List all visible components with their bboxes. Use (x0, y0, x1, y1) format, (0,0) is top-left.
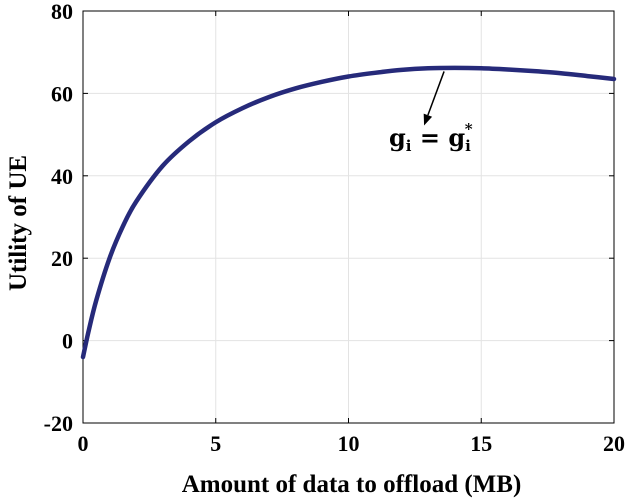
axis-ticks (82, 10, 615, 424)
annotation-arrow (427, 71, 445, 116)
annotation-subscript-2: i (465, 137, 471, 155)
y-axis-title: Utility of UE (5, 155, 32, 291)
annotation: gi = gi* (389, 71, 473, 155)
series-layer (80, 65, 617, 360)
y-tick-labels: -20 0 20 40 60 80 (44, 0, 73, 436)
annotation-main: g (389, 123, 406, 152)
x-tick-label: 15 (470, 431, 492, 456)
y-tick-label: -20 (44, 411, 73, 436)
annotation-superscript: * (465, 120, 473, 138)
x-tick-label: 20 (603, 431, 625, 456)
annotation-label: gi = gi* (389, 120, 473, 155)
y-tick-label: 80 (51, 0, 73, 24)
y-tick-label: 20 (51, 246, 73, 271)
x-tick-label: 10 (338, 431, 360, 456)
y-tick-label: 0 (62, 329, 73, 354)
x-tick-labels: 0 5 10 15 20 (78, 431, 626, 456)
x-tick-label: 5 (210, 431, 221, 456)
annotation-main-2: g (448, 123, 465, 152)
annotation-arrowhead (423, 113, 433, 126)
annotation-equals: = (411, 123, 448, 152)
x-tick-label: 0 (78, 431, 89, 456)
x-axis-title: Amount of data to offload (MB) (182, 471, 522, 498)
y-tick-label: 40 (51, 164, 73, 189)
y-tick-label: 60 (51, 81, 73, 106)
utility-series-line (80, 65, 617, 360)
annotation-subscript: i (406, 137, 412, 155)
